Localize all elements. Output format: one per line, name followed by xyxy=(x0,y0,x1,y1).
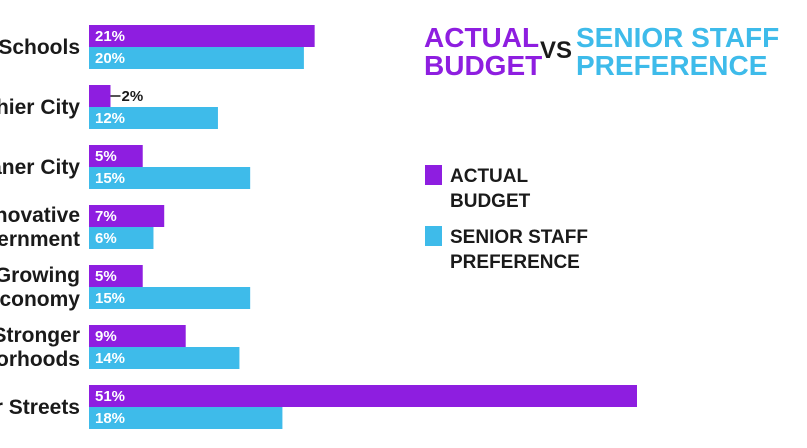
bar-preference xyxy=(89,47,304,69)
data-label: 2% xyxy=(121,88,143,105)
title-senior-staff-preference: SENIOR STAFF xyxy=(576,22,779,53)
bar-preference xyxy=(89,407,283,429)
category-label: novative xyxy=(0,204,80,227)
title-vs: VS xyxy=(540,37,572,64)
data-label: 6% xyxy=(95,230,117,247)
data-label: 20% xyxy=(95,50,125,67)
data-label: 21% xyxy=(95,28,125,45)
title-actual-budget: ACTUAL xyxy=(424,22,539,53)
data-label: 9% xyxy=(95,328,117,345)
bar-actual xyxy=(89,25,315,47)
bar-preference xyxy=(89,227,154,249)
legend-label: PREFERENCE xyxy=(450,252,580,273)
bar-actual xyxy=(89,265,143,287)
data-label: 15% xyxy=(95,170,125,187)
data-label: 5% xyxy=(95,268,117,285)
bar-preference xyxy=(89,107,218,129)
category-label: Growing xyxy=(0,264,80,287)
data-label: 5% xyxy=(95,148,117,165)
data-label: 14% xyxy=(95,350,125,367)
category-label: r Streets xyxy=(0,396,80,419)
category-label: orhoods xyxy=(0,348,80,371)
legend-label: ACTUAL xyxy=(450,166,528,187)
data-label: 12% xyxy=(95,110,125,127)
category-label: Stronger xyxy=(0,324,80,347)
category-label: hier City xyxy=(0,96,80,119)
data-label: 15% xyxy=(95,290,125,307)
data-label: 18% xyxy=(95,410,125,427)
title-senior-staff-preference: PREFERENCE xyxy=(576,50,767,81)
category-label: Schools xyxy=(0,36,80,59)
legend-label: BUDGET xyxy=(450,191,531,212)
bar-preference xyxy=(89,167,251,189)
bar-actual xyxy=(89,205,165,227)
data-label: 7% xyxy=(95,208,117,225)
legend-label: SENIOR STAFF xyxy=(450,227,588,248)
bar-actual xyxy=(89,85,111,107)
category-label: ernment xyxy=(0,228,80,251)
category-label: Economy xyxy=(0,288,80,311)
legend-swatch xyxy=(425,226,442,246)
title-actual-budget: BUDGET xyxy=(424,50,542,81)
bar-preference xyxy=(89,287,251,309)
category-label: aner City xyxy=(0,156,80,179)
bar-preference xyxy=(89,347,240,369)
legend-swatch xyxy=(425,165,442,185)
bar-actual xyxy=(89,325,186,347)
data-label: 51% xyxy=(95,388,125,405)
bar-actual xyxy=(89,145,143,167)
bar-actual xyxy=(89,385,637,407)
